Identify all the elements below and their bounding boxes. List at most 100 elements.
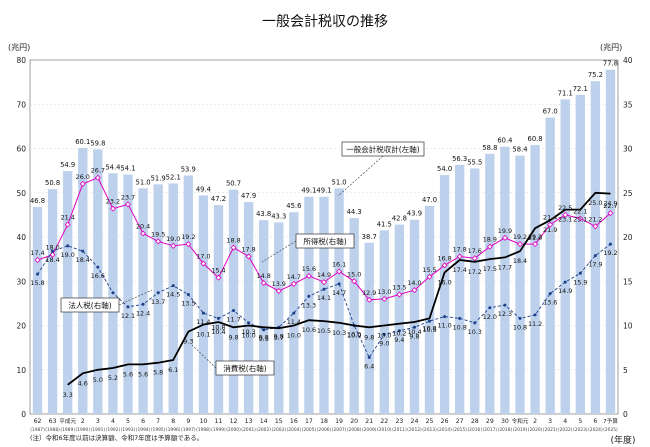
income-tax-marker bbox=[456, 253, 463, 260]
consumption-tax-line bbox=[67, 191, 611, 386]
corporate-tax-callout-label: 法人税(右軸) bbox=[68, 300, 111, 310]
consumption-tax-value-label: 3.3 bbox=[63, 391, 73, 399]
x-year-label: (2007) bbox=[332, 427, 347, 433]
bar-value-label: 52.1 bbox=[166, 173, 181, 181]
x-tick-label: 20 bbox=[350, 418, 358, 425]
consumption-tax-value-label: 6.1 bbox=[168, 366, 178, 374]
x-year-label: (1994) bbox=[136, 427, 151, 433]
bar-value-label: 51.0 bbox=[332, 178, 347, 186]
x-year-label: (2018) bbox=[498, 427, 513, 433]
income-tax-value-label: 13.5 bbox=[392, 284, 406, 292]
corporate-tax-marker bbox=[171, 284, 175, 288]
left-axis-unit: (兆円) bbox=[8, 42, 30, 52]
consumption-tax-value-label: 16.0 bbox=[437, 278, 451, 286]
corporate-tax-value-label: 12.4 bbox=[136, 309, 150, 317]
income-tax-callout-line bbox=[261, 240, 297, 263]
income-tax-marker bbox=[426, 273, 433, 280]
x-tick-label: 8 bbox=[171, 418, 175, 425]
bar-total-tax bbox=[575, 94, 585, 415]
consumption-tax-value-label: 4.6 bbox=[78, 379, 88, 387]
left-tick-label: 60 bbox=[16, 145, 26, 154]
consumption-tax-value-label: 5.0 bbox=[93, 376, 103, 384]
income-tax-value-label: 19.5 bbox=[151, 230, 165, 238]
x-tick-label: 12 bbox=[230, 418, 238, 425]
corporate-tax-marker bbox=[36, 272, 40, 276]
income-tax-marker bbox=[34, 257, 41, 263]
income-tax-value-label: 17.4 bbox=[30, 249, 44, 257]
x-tick-label: 19 bbox=[335, 418, 343, 425]
income-tax-marker bbox=[79, 180, 86, 187]
income-tax-value-label: 19.2 bbox=[528, 233, 542, 241]
x-year-label: (1999) bbox=[211, 427, 226, 433]
corporate-tax-marker bbox=[367, 355, 371, 359]
x-year-label: (2006) bbox=[317, 427, 332, 433]
income-tax-value-label: 13.0 bbox=[377, 288, 391, 296]
consumption-tax-value-label: 9.7 bbox=[274, 334, 284, 342]
x-axis-label: (年度) bbox=[610, 434, 635, 446]
corporate-tax-marker bbox=[578, 271, 582, 275]
corporate-tax-value-label: 11.7 bbox=[226, 315, 240, 323]
x-tick-label: 28 bbox=[471, 418, 479, 425]
corporate-tax-marker bbox=[262, 328, 266, 332]
right-tick-label: 25 bbox=[623, 189, 633, 198]
corporate-tax-value-label: 10.5 bbox=[422, 326, 436, 334]
x-tick-label: 平成元 bbox=[59, 417, 76, 425]
corporate-tax-value-label: 10.8 bbox=[211, 323, 225, 331]
bar-value-label: 49.1 bbox=[301, 187, 316, 195]
bar-total-tax bbox=[590, 81, 601, 415]
x-tick-label: 14 bbox=[260, 418, 268, 425]
income-tax-value-label: 19.2 bbox=[513, 233, 527, 241]
income-tax-value-label: 21.4 bbox=[61, 214, 75, 222]
bar-total-tax bbox=[78, 148, 88, 414]
x-year-label: (2000) bbox=[226, 427, 241, 433]
income-tax-value-label: 23.2 bbox=[106, 198, 120, 206]
corporate-tax-value-label: 12.0 bbox=[483, 313, 497, 321]
consumption-tax-value-label: 10.2 bbox=[392, 330, 406, 338]
income-tax-marker bbox=[170, 242, 177, 249]
bar-total-tax bbox=[198, 195, 209, 414]
bar-value-label: 43.9 bbox=[407, 210, 422, 218]
left-tick-label: 80 bbox=[16, 56, 26, 65]
bar-value-label: 77.8 bbox=[603, 60, 618, 68]
bar-total-tax bbox=[259, 220, 269, 414]
corporate-tax-value-label: 14.9 bbox=[558, 287, 572, 295]
income-tax-marker bbox=[517, 241, 523, 248]
x-year-label: (2025) bbox=[603, 427, 618, 433]
bar-total-tax bbox=[424, 206, 435, 414]
income-tax-value-label: 26.0 bbox=[76, 173, 90, 181]
corporate-tax-value-label: 11.0 bbox=[437, 322, 451, 330]
corporate-tax-value-label: 10.3 bbox=[241, 328, 255, 336]
left-tick-label: 0 bbox=[21, 410, 26, 419]
corporate-tax-value-label: 13.7 bbox=[151, 298, 165, 306]
left-tick-label: 20 bbox=[16, 322, 26, 331]
bar-total-tax bbox=[63, 171, 73, 414]
income-tax-value-label: 15.4 bbox=[211, 267, 225, 275]
bar-value-label: 60.8 bbox=[528, 135, 543, 143]
bar-value-label: 54.9 bbox=[60, 161, 75, 169]
x-tick-label: 16 bbox=[290, 418, 298, 425]
income-tax-marker bbox=[185, 241, 192, 248]
income-tax-marker bbox=[441, 262, 448, 269]
income-tax-marker bbox=[336, 268, 343, 275]
income-tax-marker bbox=[547, 221, 554, 228]
income-tax-value-label: 12.9 bbox=[362, 289, 376, 297]
x-year-label: (2014) bbox=[437, 427, 452, 433]
corporate-tax-marker bbox=[186, 293, 190, 297]
income-tax-marker bbox=[321, 279, 327, 286]
corporate-tax-marker bbox=[503, 303, 507, 307]
consumption-tax-value-label: 17.7 bbox=[498, 263, 512, 271]
x-year-label: (1993) bbox=[121, 427, 136, 433]
consumption-tax-value-label: 5.6 bbox=[123, 370, 133, 378]
bar-value-label: 42.8 bbox=[392, 215, 407, 223]
x-year-label: (2016) bbox=[467, 427, 482, 433]
bar-value-label: 51.9 bbox=[151, 174, 166, 182]
consumption-tax-value-label: 9.3 bbox=[183, 338, 193, 346]
corporate-tax-marker bbox=[412, 325, 416, 329]
bar-value-label: 55.5 bbox=[467, 158, 482, 166]
x-tick-label: 5 bbox=[578, 418, 582, 425]
consumption-tax-value-label: 18.4 bbox=[513, 257, 527, 265]
consumption-tax-value-label: 10.4 bbox=[407, 328, 421, 336]
bar-total-tax bbox=[439, 175, 450, 414]
x-tick-label: 23 bbox=[395, 418, 403, 425]
right-tick-label: 0 bbox=[623, 410, 628, 419]
